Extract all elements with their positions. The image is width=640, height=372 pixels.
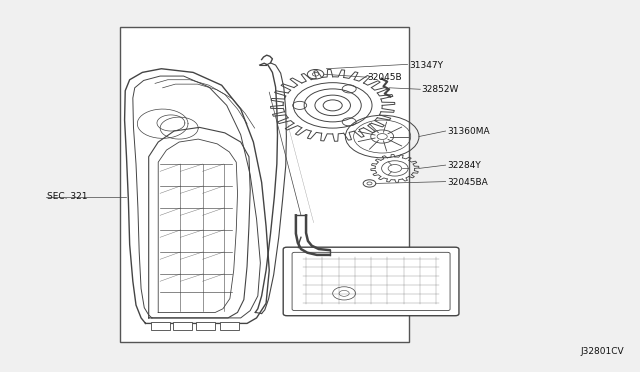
- FancyBboxPatch shape: [284, 247, 459, 316]
- Text: 32045B: 32045B: [367, 73, 402, 83]
- Bar: [150, 322, 170, 330]
- Bar: [220, 322, 239, 330]
- Bar: [120, 26, 409, 342]
- Text: 32045BA: 32045BA: [447, 178, 488, 187]
- Text: 31347Y: 31347Y: [409, 61, 443, 70]
- Text: J32801CV: J32801CV: [581, 347, 625, 356]
- Text: SEC. 321: SEC. 321: [47, 192, 88, 202]
- Text: 32852W: 32852W: [422, 86, 459, 94]
- Bar: [173, 322, 192, 330]
- Bar: [196, 322, 215, 330]
- Text: 31360MA: 31360MA: [447, 127, 490, 136]
- Text: 32284Y: 32284Y: [447, 161, 481, 170]
